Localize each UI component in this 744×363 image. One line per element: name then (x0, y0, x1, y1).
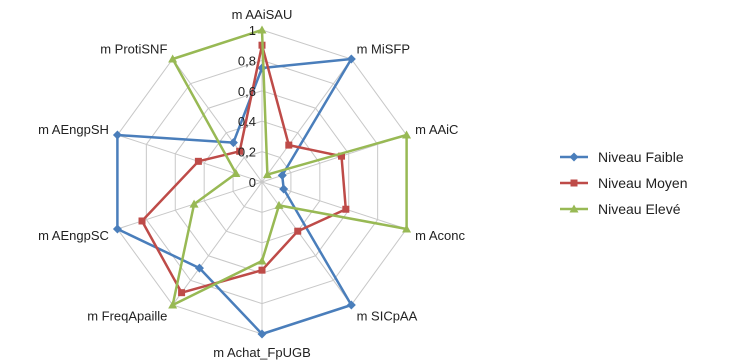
legend-item: Niveau Moyen (560, 175, 688, 191)
legend-marker (570, 179, 578, 187)
radar-grid (116, 29, 408, 335)
tick-label: 0 (249, 175, 256, 190)
series-point (285, 141, 293, 149)
legend-label: Niveau Faible (598, 149, 684, 165)
series-point (168, 54, 178, 63)
legend-label: Niveau Moyen (598, 175, 688, 191)
series-point (194, 157, 202, 165)
axis-label: m ProtiSNF (100, 42, 167, 57)
series-point (138, 217, 146, 225)
tick-label: 0,8 (238, 53, 256, 68)
axis-label: m SICpAA (357, 308, 418, 323)
legend-marker (569, 152, 579, 162)
series-point (189, 199, 199, 208)
series-point (112, 224, 122, 234)
axis-labels: m AAiSAU m MiSFP m AAiC m Aconc m SICpAA m Ac… (38, 7, 465, 360)
spoke-1 (261, 58, 352, 183)
axis-label: m Achat_FpUGB (213, 345, 311, 360)
tick-labels: 0 0,2 0,4 0,6 0,8 1 (238, 23, 256, 190)
series-0 (112, 54, 356, 339)
axis-label: m AAiC (415, 122, 458, 137)
legend: Niveau Faible Niveau Moyen Niveau Elevé (560, 149, 688, 217)
series-point (279, 184, 289, 194)
series-point (257, 25, 267, 34)
spoke-6 (172, 181, 263, 306)
series-point (257, 329, 267, 339)
series-point (402, 130, 412, 139)
series-point (257, 256, 267, 265)
legend-marker (569, 204, 579, 213)
axis-label: m FreqApaille (87, 308, 167, 323)
axis-label: m AAiSAU (232, 7, 293, 22)
legend-item: Niveau Faible (560, 149, 684, 165)
series-layer (112, 25, 412, 339)
series-point (346, 54, 356, 64)
legend-label: Niveau Elevé (598, 201, 681, 217)
series-point (258, 266, 266, 274)
series-point (294, 227, 302, 235)
axis-label: m Aconc (415, 228, 465, 243)
axis-label: m MiSFP (357, 42, 410, 57)
tick-label: 1 (249, 23, 256, 38)
tick-label: 0,2 (238, 145, 256, 160)
spoke-9 (172, 58, 263, 183)
series-point (277, 170, 287, 180)
tick-label: 0,6 (238, 84, 256, 99)
series-point (346, 300, 356, 310)
series-point (168, 300, 178, 309)
series-point (228, 138, 238, 148)
axis-label: m AEngpSC (38, 228, 109, 243)
series-point (338, 152, 346, 160)
series-point (236, 147, 244, 155)
series-point (402, 224, 412, 233)
series-point (274, 200, 284, 209)
legend-item: Niveau Elevé (560, 201, 681, 217)
series-point (262, 170, 272, 179)
series-point (342, 205, 350, 213)
spoke-4 (261, 181, 352, 306)
series-point (112, 130, 122, 140)
series-2 (168, 25, 412, 309)
series-point (231, 169, 241, 178)
series-point (194, 263, 204, 273)
tick-label: 0,4 (238, 114, 256, 129)
axis-label: m AEngpSH (38, 122, 109, 137)
series-point (178, 289, 186, 297)
